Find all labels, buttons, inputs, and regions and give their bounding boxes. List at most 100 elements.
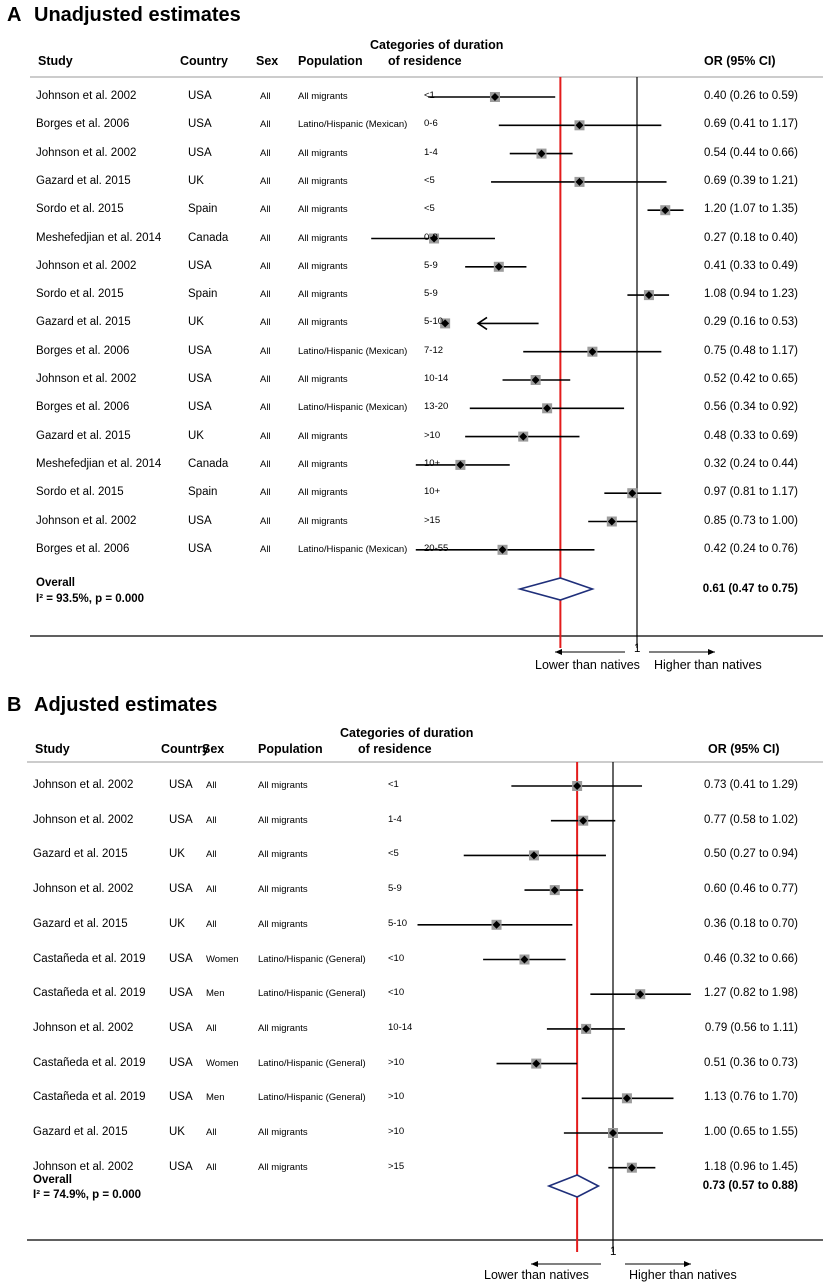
point-estimate	[573, 782, 582, 790]
country: USA	[169, 813, 193, 826]
or-ci-text: 0.54 (0.44 to 0.66)	[704, 146, 798, 159]
lower-arrowhead	[555, 649, 562, 655]
study-estimate	[463, 850, 606, 861]
sex: All	[260, 147, 271, 159]
country: UK	[169, 848, 185, 861]
sex: All	[260, 487, 271, 499]
point-estimate	[622, 1094, 631, 1103]
panel-title: Unadjusted estimates	[34, 4, 241, 26]
sex: All	[260, 289, 271, 301]
study-name: Johnson et al. 2002	[33, 883, 134, 896]
point-estimate	[531, 376, 540, 384]
sex: All	[206, 849, 217, 861]
study-name: Johnson et al. 2002	[36, 90, 137, 102]
population: Latino/Hispanic (General)	[258, 1057, 366, 1069]
lower-arrowhead	[531, 1261, 538, 1267]
study-estimate	[371, 233, 495, 244]
study-estimate	[546, 1023, 625, 1034]
duration-category: <1	[424, 90, 435, 101]
sex: Men	[206, 988, 225, 1000]
header-population: Population	[258, 742, 323, 756]
header-study: Study	[35, 742, 70, 756]
sex: All	[206, 1022, 217, 1034]
forest-panel-b: B Adjusted estimates Study Country Sex Popula…	[0, 690, 823, 1286]
sex: All	[260, 458, 271, 470]
or-ci-text: 0.36 (0.18 to 0.70)	[704, 917, 798, 930]
study-estimate	[469, 403, 625, 414]
population: All migrants	[258, 1022, 308, 1034]
point-estimate	[543, 404, 552, 413]
duration-category: 20-55	[424, 542, 449, 554]
study-estimate	[588, 516, 637, 527]
or-ci-text: 0.69 (0.41 to 1.17)	[704, 118, 798, 131]
point-estimate	[498, 545, 507, 554]
duration-category: 10-14	[424, 373, 449, 384]
or-ci-text: 1.00 (0.65 to 1.55)	[704, 1126, 798, 1138]
or-ci-text: 1.20 (1.07 to 1.35)	[704, 203, 798, 216]
population: All migrants	[298, 204, 348, 216]
study-estimate	[523, 346, 662, 357]
point-estimate	[579, 816, 588, 825]
study-name: Johnson et al. 2002	[33, 779, 134, 791]
sex: All	[260, 515, 271, 527]
header-or: OR (95% CI)	[708, 742, 780, 756]
country: USA	[169, 987, 193, 1000]
point-estimate	[441, 319, 450, 328]
header-category-line1: Categories of duration	[370, 38, 504, 52]
study-estimate	[491, 176, 667, 187]
duration-category: 5-9	[424, 288, 438, 300]
point-estimate	[588, 347, 597, 356]
sex: All	[260, 260, 271, 272]
study-estimate	[550, 815, 616, 826]
duration-category: <5	[424, 174, 435, 186]
or-ci-text: 0.46 (0.32 to 0.66)	[704, 952, 798, 965]
sex: All	[260, 345, 271, 357]
population: All migrants	[298, 147, 348, 159]
study-name: Gazard et al. 2015	[36, 429, 131, 442]
study-estimate	[509, 148, 573, 159]
study-estimate	[483, 954, 566, 965]
reference-tick-label: 1	[634, 643, 641, 655]
study-estimate	[581, 1093, 674, 1104]
duration-category: 0-6	[424, 118, 438, 130]
study-name: Meshefedjian et al. 2014	[36, 231, 162, 244]
header-or: OR (95% CI)	[704, 54, 776, 68]
point-estimate	[550, 886, 559, 895]
panel-label: B	[7, 694, 22, 716]
study-name: Meshefedjian et al. 2014	[36, 457, 162, 470]
sex: All	[206, 1161, 217, 1173]
duration-category: <5	[424, 203, 435, 215]
or-ci-text: 0.40 (0.26 to 0.59)	[704, 90, 798, 102]
study-estimate	[465, 261, 527, 272]
country: Canada	[188, 231, 229, 244]
reference-tick-label: 1	[610, 1246, 617, 1258]
study-estimate	[496, 1058, 578, 1069]
study-name: Castañeda et al. 2019	[33, 1056, 146, 1069]
or-ci-text: 1.13 (0.76 to 1.70)	[704, 1091, 798, 1104]
study-estimate	[465, 431, 580, 442]
or-ci-text: 0.77 (0.58 to 1.02)	[704, 813, 798, 826]
study-name: Castañeda et al. 2019	[33, 952, 146, 965]
study-name: Borges et al. 2006	[36, 542, 130, 555]
ci-truncation-arrow	[476, 316, 488, 331]
sex: All	[260, 543, 271, 555]
study-name: Johnson et al. 2002	[33, 813, 134, 826]
point-estimate	[519, 432, 528, 441]
population: Latino/Hispanic (Mexican)	[298, 543, 408, 555]
higher-arrowhead	[708, 649, 715, 655]
population: All migrants	[298, 317, 348, 329]
study-estimate	[498, 120, 662, 131]
population: All migrants	[298, 232, 348, 244]
duration-category: >15	[424, 514, 441, 526]
study-name: Sordo et al. 2015	[36, 288, 124, 301]
duration-category: >15	[388, 1160, 405, 1172]
study-estimate	[604, 488, 662, 499]
study-name: Castañeda et al. 2019	[33, 1091, 146, 1104]
header-sex: Sex	[202, 742, 225, 756]
country: USA	[188, 373, 212, 385]
population: Latino/Hispanic (Mexican)	[298, 345, 408, 357]
point-estimate	[520, 955, 529, 964]
sex: All	[260, 204, 271, 216]
population: All migrants	[298, 374, 348, 385]
or-ci-text: 0.60 (0.46 to 0.77)	[704, 883, 798, 896]
